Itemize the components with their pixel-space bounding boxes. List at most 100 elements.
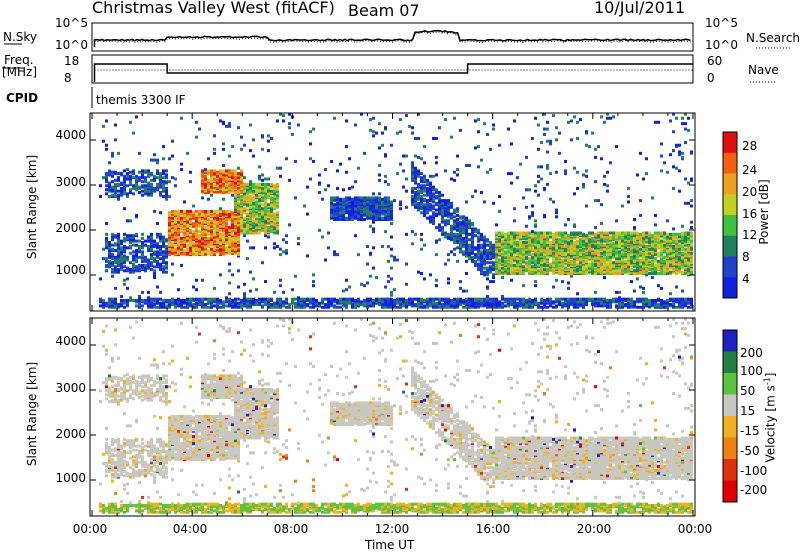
- power-cell: [591, 247, 594, 251]
- power-cell: [522, 231, 525, 235]
- power-cell: [390, 200, 393, 204]
- power-cell: [180, 216, 183, 220]
- power-cell: [381, 131, 384, 135]
- power-cell: [609, 161, 612, 165]
- power-cell: [342, 197, 345, 201]
- power-cell: [534, 240, 537, 244]
- power-cell: [417, 201, 420, 205]
- power-cell: [267, 226, 270, 230]
- power-cell: [141, 250, 144, 254]
- power-cell: [132, 262, 135, 266]
- power-cell: [420, 205, 423, 209]
- power-cell: [132, 234, 135, 238]
- power-cell: [579, 118, 582, 122]
- power-cell: [162, 242, 165, 246]
- power-cell: [354, 196, 357, 200]
- power-cell: [345, 170, 348, 174]
- power-cell: [261, 182, 264, 186]
- power-cell: [171, 303, 174, 307]
- power-cell: [492, 127, 495, 131]
- power-cell: [153, 239, 156, 243]
- power-cell: [510, 297, 513, 301]
- power-cell: [540, 297, 543, 301]
- power-cell: [483, 122, 486, 126]
- power-cell: [246, 191, 249, 194]
- power-cell: [135, 243, 138, 247]
- power-cell: [558, 238, 561, 242]
- power-cell: [213, 222, 216, 226]
- power-cell: [600, 238, 603, 242]
- power-cell: [354, 234, 357, 238]
- power-cell: [210, 178, 213, 182]
- power-cell: [237, 285, 240, 289]
- power-cell: [327, 297, 330, 301]
- power-cell: [372, 130, 375, 134]
- power-cell: [153, 243, 156, 247]
- power-cell: [522, 265, 525, 269]
- power-cell: [348, 157, 351, 161]
- power-cell: [327, 300, 330, 304]
- power-cell: [249, 300, 252, 304]
- power-cell: [333, 250, 336, 254]
- power-cell: [540, 301, 543, 305]
- power-cell: [471, 247, 474, 251]
- power-cell: [573, 115, 576, 119]
- power-cell: [405, 282, 408, 286]
- power-cell: [372, 218, 375, 221]
- power-cell: [147, 258, 150, 262]
- power-cell: [579, 297, 582, 301]
- power-cell: [126, 234, 129, 238]
- power-cell: [456, 224, 459, 228]
- power-cell: [294, 297, 297, 301]
- power-cell: [111, 151, 114, 155]
- power-cell: [429, 197, 432, 201]
- power-cell: [579, 270, 582, 274]
- power-cell: [255, 182, 258, 186]
- power-cell: [282, 114, 285, 118]
- power-cell: [555, 231, 558, 235]
- power-cell: [297, 242, 300, 246]
- power-cell: [237, 172, 240, 176]
- power-cell: [162, 145, 165, 149]
- power-cell: [615, 254, 618, 258]
- power-cell: [252, 215, 255, 219]
- power-cell: [183, 299, 186, 302]
- power-cell: [570, 231, 573, 235]
- power-cell: [111, 253, 114, 257]
- power-cell: [501, 255, 504, 259]
- power-cell: [120, 242, 123, 246]
- power-cell: [582, 254, 585, 258]
- power-cell: [435, 301, 438, 305]
- power-cell: [567, 281, 570, 285]
- power-cell: [273, 242, 276, 246]
- power-cell: [162, 265, 165, 269]
- power-cell: [441, 208, 444, 212]
- power-cell: [438, 207, 441, 211]
- power-cell: [477, 145, 480, 149]
- power-cell: [183, 234, 186, 238]
- power-cell: [306, 297, 309, 301]
- power-cell: [459, 286, 462, 290]
- power-cell: [213, 169, 216, 173]
- power-cell: [390, 213, 393, 217]
- power-cell: [435, 137, 438, 140]
- power-cell: [381, 216, 384, 220]
- power-cell: [174, 220, 177, 224]
- power-cell: [510, 172, 513, 176]
- power-cell: [246, 212, 249, 216]
- power-cell: [555, 262, 558, 266]
- power-cell: [393, 299, 396, 302]
- power-cell: [528, 257, 531, 261]
- power-cell: [360, 282, 363, 286]
- power-cell: [114, 123, 117, 127]
- freq-nave-lines: [93, 63, 693, 82]
- power-cell: [123, 185, 126, 189]
- power-cell: [480, 255, 483, 259]
- power-cell: [228, 226, 231, 230]
- power-cell: [144, 239, 147, 243]
- power-cell: [285, 297, 288, 301]
- power-cell: [585, 249, 588, 253]
- power-cell: [234, 185, 237, 189]
- power-cell: [261, 203, 264, 207]
- power-cell: [615, 145, 618, 149]
